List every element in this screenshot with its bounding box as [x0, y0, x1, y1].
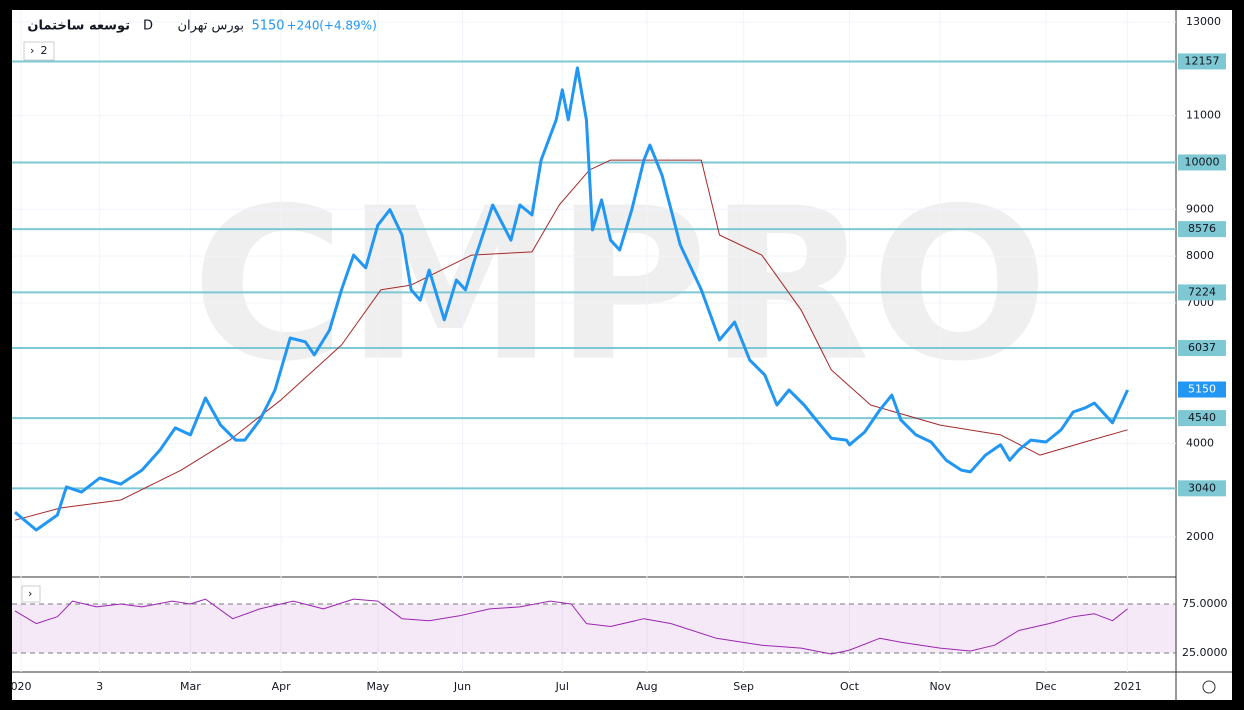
exchange: بورس تهران: [177, 19, 244, 34]
y-tick-label: 2000: [1186, 530, 1214, 543]
level-label-box: [1178, 480, 1226, 497]
level-label-box: [1178, 53, 1226, 70]
x-tick-label: Sep: [733, 680, 754, 693]
change: +240: [287, 19, 320, 33]
y-tick-label: 13000: [1186, 15, 1221, 28]
x-tick-label: Jul: [555, 680, 569, 693]
level-label-box: [1178, 154, 1226, 171]
price-line: [14, 66, 1129, 532]
x-tick-label: Dec: [1035, 680, 1056, 693]
level-label: 6037: [1188, 341, 1216, 354]
panel: [12, 10, 1232, 700]
interval: D: [143, 19, 153, 34]
rsi-band: [12, 604, 1176, 653]
y-tick-label: 4000: [1186, 436, 1214, 449]
change-pct: (+4.89%): [319, 19, 377, 33]
level-label: 4540: [1188, 411, 1216, 424]
x-tick-label: Mar: [180, 680, 201, 693]
indicator-count: 2: [41, 44, 48, 57]
rsi-tick-label: 25.0000: [1182, 646, 1228, 659]
x-tick-label: Aug: [636, 680, 657, 693]
last-price-label: 5150: [1188, 383, 1216, 396]
last-price: 5150: [251, 19, 284, 34]
x-tick-label: 2021: [1114, 680, 1142, 693]
level-label: 7224: [1188, 285, 1216, 298]
plot: 020 3 Mar Apr May Jun Jul Aug Sep Oct Nov Dec 2021 20…: [11, 10, 1228, 693]
y-tick-label: 8000: [1186, 249, 1214, 262]
indicator-toggle[interactable]: [23, 41, 55, 61]
level-label-box: [1178, 284, 1226, 301]
x-tick-label: Oct: [840, 680, 860, 693]
y-tick-label: 9000: [1186, 202, 1214, 215]
y-tick-label: 11000: [1186, 109, 1221, 122]
x-tick-label: Nov: [929, 680, 951, 693]
settings-icon[interactable]: [1202, 680, 1216, 694]
rsi-line: [14, 598, 1128, 655]
watermark: CMPRO: [191, 163, 1048, 408]
toggle-arrow: ›: [28, 587, 32, 600]
level-label: 3040: [1188, 481, 1216, 494]
toggle-arrow: ›: [30, 44, 34, 57]
x-tick-label: Apr: [272, 680, 292, 693]
symbol-title: توسعه ساختمان: [27, 19, 130, 34]
rsi-toggle[interactable]: [21, 585, 41, 603]
level-label: 10000: [1185, 155, 1220, 168]
x-tick-label: Jun: [453, 680, 471, 693]
baseline-line: [14, 159, 1128, 521]
level-label: 12157: [1185, 54, 1220, 67]
level-label-box: [1178, 410, 1226, 427]
x-tick-label: 020: [11, 680, 32, 693]
level-label-box: [1178, 221, 1226, 238]
x-tick-label: 3: [96, 680, 103, 693]
last-price-box: [1178, 381, 1226, 398]
level-label: 8576: [1188, 222, 1216, 235]
level-label-box: [1178, 339, 1226, 356]
rsi-tick-label: 75.0000: [1182, 597, 1228, 610]
x-tick-label: May: [366, 680, 389, 693]
